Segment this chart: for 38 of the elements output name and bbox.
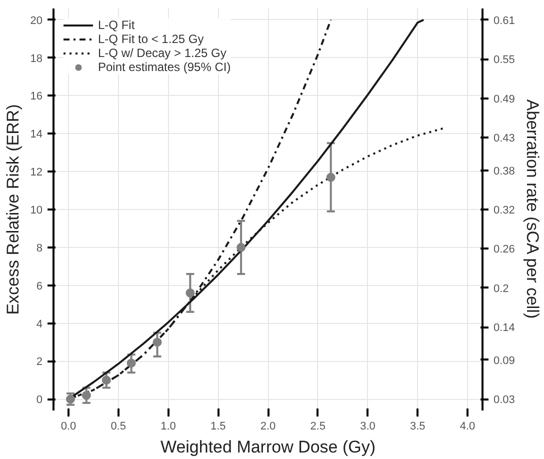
y2-tick-label: 0.61 (494, 14, 515, 27)
y2-tick-label: 0.55 (494, 54, 515, 66)
x-tick-label: 0.5 (110, 420, 126, 432)
x-tick-label: 3.0 (360, 420, 376, 432)
y-tick-label: 18 (30, 52, 43, 65)
x-tick-label: 0.0 (60, 420, 76, 432)
x-tick-label: 2.0 (260, 420, 276, 432)
y-tick-label: 20 (30, 14, 43, 27)
x-tick-label: 4.0 (460, 420, 476, 432)
y2-tick-label: 0.2 (494, 282, 509, 295)
legend-label: L-Q Fit to < 1.25 Gy (98, 32, 204, 46)
y-tick-label: 12 (30, 166, 43, 179)
x-axis-title: Weighted Marrow Dose (Gy) (160, 438, 376, 456)
x-tick-label: 1.5 (210, 420, 226, 432)
x-tick-label: 2.5 (310, 420, 326, 432)
legend-label: L-Q Fit (98, 18, 135, 32)
y-tick-label: 0 (36, 394, 43, 406)
y-tick-label: 14 (30, 128, 43, 141)
x-tick-label: 1.0 (160, 420, 176, 432)
y2-tick-label: 0.09 (494, 354, 515, 367)
legend-label: L-Q w/ Decay > 1.25 Gy (98, 46, 226, 60)
y2-tick-label: 0.38 (494, 165, 515, 178)
legend-label: Point estimates (95% CI) (98, 60, 231, 74)
y-tick-label: 16 (30, 90, 43, 103)
y2-tick-label: 0.03 (494, 394, 515, 406)
y-tick-label: 2 (36, 356, 43, 368)
y-tick-label: 10 (30, 204, 43, 216)
y-tick-label: 8 (36, 242, 43, 254)
y2-axis-title: Aberration rate (sCA per cell) (522, 99, 542, 319)
y-tick-label: 6 (36, 280, 43, 292)
x-tick-label: 3.5 (410, 420, 426, 432)
y2-tick-label: 0.49 (494, 93, 515, 106)
y2-tick-label: 0.26 (494, 244, 515, 256)
y2-tick-label: 0.14 (494, 322, 515, 334)
y-axis-title: Excess Relative Risk (ERR) (3, 104, 22, 315)
y-tick-label: 4 (36, 318, 43, 330)
y2-tick-label: 0.32 (494, 204, 515, 216)
y2-tick-label: 0.43 (494, 132, 515, 145)
